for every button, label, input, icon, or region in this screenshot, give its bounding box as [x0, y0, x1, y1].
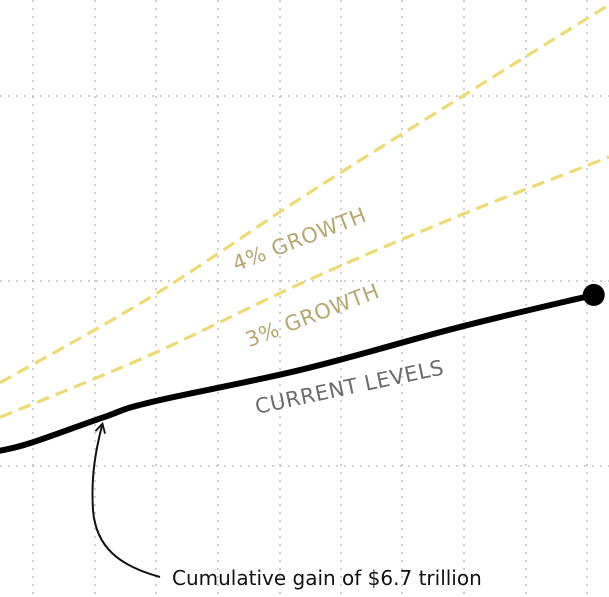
series-4-percent-growth: [0, 3, 609, 385]
annotation-arrow: [91, 421, 161, 578]
annotation: Cumulative gain of $6.7 trillion: [91, 421, 482, 590]
series-label-3-percent-growth: 3% GROWTH: [242, 279, 382, 352]
series-label-4-percent-growth: 4% GROWTH: [229, 203, 369, 276]
series-label-current-levels: CURRENT LEVELS: [253, 355, 446, 418]
series-3-percent-growth: [0, 155, 609, 419]
series-current-levels: [0, 291, 597, 454]
series-group: [0, 3, 609, 454]
series-end-marker: [582, 283, 605, 306]
annotation-text: Cumulative gain of $6.7 trillion: [172, 566, 482, 590]
